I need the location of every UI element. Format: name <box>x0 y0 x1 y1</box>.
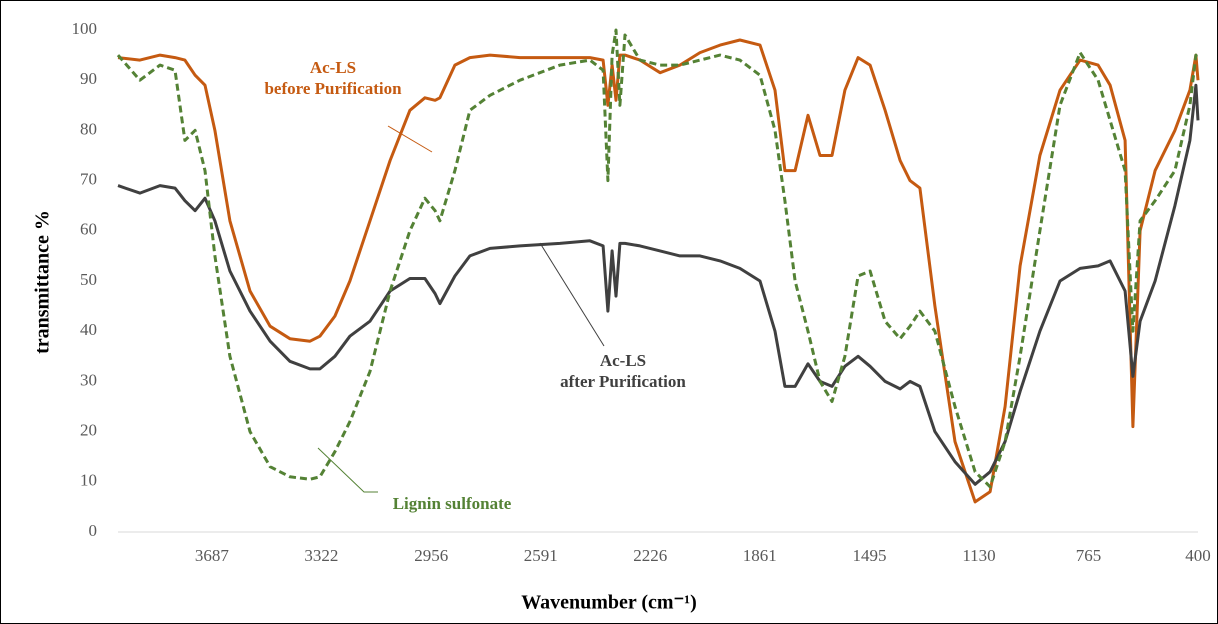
series-line <box>117 83 1200 486</box>
series-label: Lignin sulfonate <box>392 494 512 513</box>
y-tick-label: 40 <box>80 320 97 339</box>
y-tick-label: 10 <box>80 471 97 490</box>
y-tick-label: 50 <box>80 270 97 289</box>
y-tick-label: 70 <box>80 170 97 189</box>
y-axis-label: transmittance % <box>32 210 54 354</box>
x-tick-label: 400 <box>1185 546 1211 565</box>
y-tick-label: 80 <box>80 119 97 138</box>
y-tick-label: 100 <box>72 19 98 38</box>
y-tick-label: 30 <box>80 370 97 389</box>
y-tick-label: 20 <box>80 421 97 440</box>
x-tick-label: 3687 <box>195 546 230 565</box>
y-tick-label: 90 <box>80 69 97 88</box>
leader-line <box>387 125 433 153</box>
x-tick-label: 1130 <box>962 546 995 565</box>
y-tick-label: 60 <box>80 220 97 239</box>
leader-line <box>317 447 378 493</box>
x-tick-label: 2226 <box>633 546 667 565</box>
x-tick-label: 1495 <box>853 546 887 565</box>
x-axis-label: Wavenumber (cm⁻¹) <box>521 592 697 614</box>
series-label: Ac-LS before Purification <box>264 58 402 98</box>
x-tick-label: 2591 <box>524 546 558 565</box>
x-tick-label: 2956 <box>414 546 448 565</box>
series-line <box>117 38 1200 504</box>
series-label: Ac-LS after Purification <box>560 351 686 391</box>
x-tick-label: 3322 <box>304 546 338 565</box>
x-tick-label: 765 <box>1076 546 1102 565</box>
series-line <box>116 28 1200 489</box>
leader-line <box>539 242 605 347</box>
y-tick-label: 0 <box>89 521 98 540</box>
x-tick-label: 1861 <box>743 546 777 565</box>
